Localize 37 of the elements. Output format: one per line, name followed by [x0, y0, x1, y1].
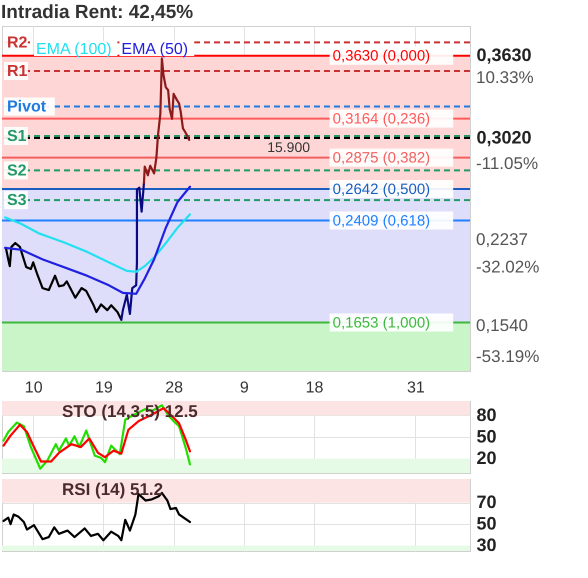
text: 0,1540	[476, 316, 528, 336]
ref-line-label: S3	[7, 192, 27, 210]
x-tick-label: 28	[165, 380, 184, 396]
y-tick-label: 30	[476, 535, 497, 556]
text: 0,2237	[476, 230, 528, 249]
ref-line-label: 0,2875 (0,382)	[332, 150, 430, 167]
y-tick-label: 0,3020	[476, 128, 532, 148]
text: 10.33%	[476, 68, 534, 87]
ref-line-label: 0,3164 (0,236)	[332, 110, 430, 128]
annotation: 15.900	[267, 139, 310, 156]
ref-line-label: 0,3630 (0,000)	[332, 48, 430, 65]
text: EMA (50)	[121, 40, 188, 58]
x-tick-label: 10	[24, 380, 43, 396]
y-tick-label: 70	[476, 492, 497, 512]
text: -53.19%	[476, 347, 540, 366]
y-tick-label: 50	[476, 514, 497, 534]
y-tick-label: 80	[476, 404, 497, 425]
ref-line-label: S1	[7, 128, 27, 146]
chart-title: RSI (14) 51.2	[62, 480, 164, 499]
ref-line-label: 0,2642 (0,500)	[332, 181, 430, 198]
chart-title: Intradia Rent: 42,45%	[1, 2, 194, 23]
x-tick-label: 9	[240, 380, 249, 396]
ref-line-label: S2	[7, 162, 27, 180]
ref-line-label: 0,2409 (0,618)	[332, 212, 430, 230]
y-tick-label: 0,3630	[476, 45, 532, 66]
x-tick-label: 18	[306, 380, 324, 396]
y-tick-label: 50	[476, 426, 497, 446]
ref-line-label: R2	[7, 34, 28, 52]
text: -11.05%	[476, 154, 538, 173]
x-tick-label: 19	[95, 380, 113, 396]
x-tick-label: 31	[407, 380, 425, 396]
ref-line-label: 0,1653 (1,000)	[332, 314, 430, 332]
text: -32.02%	[476, 258, 540, 276]
y-tick-label: 20	[476, 448, 497, 468]
ref-line-label: R1	[7, 62, 28, 80]
ref-line-label: Pivot	[7, 98, 47, 116]
text: EMA (100)	[36, 40, 112, 58]
